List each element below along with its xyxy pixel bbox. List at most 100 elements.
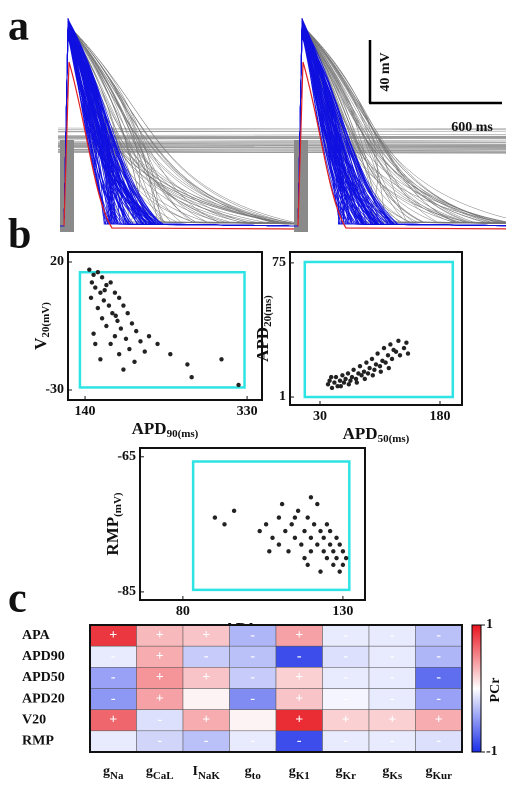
point (286, 549, 291, 554)
point (388, 342, 393, 347)
point (315, 501, 320, 507)
cell-label: - (157, 712, 162, 727)
cell-label: + (156, 691, 164, 706)
point (308, 549, 314, 554)
label-main: g (425, 764, 432, 779)
axis-label: gKur (425, 764, 452, 781)
voltage-traces (58, 17, 506, 232)
trace-gray (67, 24, 300, 225)
point (305, 562, 310, 568)
cell-label: - (436, 649, 441, 664)
cell-label: - (390, 734, 395, 749)
point (365, 371, 371, 376)
label-main: g (245, 764, 252, 779)
point (308, 535, 314, 541)
cell-label: - (250, 691, 255, 706)
point (104, 282, 109, 288)
point (257, 528, 262, 534)
point (343, 555, 349, 561)
cell-label: - (343, 734, 348, 749)
trace-gray (301, 24, 506, 223)
point (102, 287, 107, 293)
trace-blue (294, 31, 506, 227)
label-main: g (289, 764, 296, 779)
point (380, 358, 385, 363)
point (108, 280, 113, 285)
point (142, 349, 147, 354)
row-label: APD50 (22, 670, 65, 685)
point (283, 528, 288, 534)
point (325, 382, 331, 387)
trace-gray (67, 24, 300, 225)
row-label: V20 (22, 712, 46, 727)
label-main: RMP (103, 517, 122, 556)
point (231, 508, 237, 514)
point (337, 378, 343, 383)
point (378, 369, 383, 374)
cell-label: + (342, 712, 350, 727)
cell-label: - (250, 628, 255, 643)
cell-label: - (250, 649, 255, 664)
plot-frame (139, 447, 366, 601)
point (95, 305, 101, 311)
point (377, 364, 383, 369)
axis-label: gto (245, 764, 262, 781)
point (121, 303, 126, 308)
point (405, 351, 411, 356)
y-tick-label: 75 (272, 255, 286, 270)
point (340, 373, 345, 378)
cell-label: - (250, 734, 255, 749)
cell-label: - (436, 734, 441, 749)
point (101, 298, 107, 303)
point (155, 341, 160, 347)
label-sub: 20(ms) (262, 295, 274, 327)
point (370, 373, 375, 378)
point (116, 295, 122, 301)
point (112, 290, 118, 295)
cell-label: + (202, 712, 210, 727)
point (334, 535, 339, 541)
cell-label: + (109, 712, 117, 727)
cell-label: + (156, 628, 164, 643)
point (134, 328, 139, 334)
trace-gray (301, 24, 506, 224)
point (219, 357, 224, 362)
cell-label: - (204, 649, 209, 664)
cell-label: + (156, 670, 164, 685)
x-tick-label: 180 (430, 409, 451, 424)
row-label: APA (22, 628, 51, 643)
point (123, 336, 129, 342)
point (276, 515, 282, 520)
axis-label: gKr (336, 764, 357, 781)
label-main: V (31, 337, 50, 350)
trace-fill (60, 140, 74, 232)
trace-gray (301, 24, 506, 224)
axis-label: gK1 (289, 764, 310, 781)
point (396, 338, 401, 344)
trace-gray (58, 142, 506, 145)
point (351, 367, 356, 373)
point (99, 316, 105, 321)
cell-label: + (435, 712, 443, 727)
trace-gray (301, 24, 506, 223)
trace-gray (301, 24, 506, 224)
colorbar-tick-label: 1 (486, 617, 493, 632)
cell-label: + (388, 712, 396, 727)
cell-label: - (343, 649, 348, 664)
row-label: RMP (22, 734, 54, 749)
point (324, 522, 330, 527)
colorbar-label: PCr (488, 678, 503, 703)
range-box (303, 260, 455, 399)
point (270, 535, 275, 541)
point (362, 376, 367, 382)
point (364, 360, 369, 365)
point (116, 351, 122, 357)
point (89, 280, 95, 285)
trace-gray (58, 142, 506, 144)
label-sub: 20(mV) (40, 302, 52, 338)
axis-label: gCaL (146, 764, 174, 781)
point (401, 345, 407, 351)
scale-label: 600 ms (451, 120, 493, 135)
trace-gray (58, 146, 506, 149)
point (302, 555, 307, 561)
